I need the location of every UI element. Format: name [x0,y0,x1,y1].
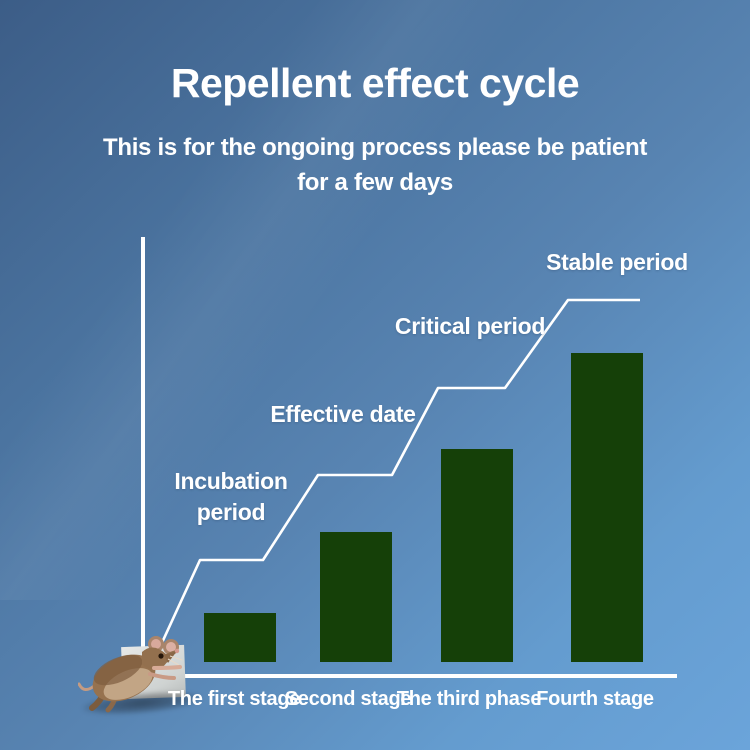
category-label-3: The third phase [396,688,542,710]
page-subtitle-line2: for a few days [297,169,453,196]
page-subtitle-line1: This is for the ongoing process please b… [102,134,648,161]
period-label-1: Incubation period [174,468,288,525]
category-label-2: Second stage [284,688,412,710]
mouse-head [142,647,177,670]
category-label-4: Fourth stage [536,688,654,710]
page-subtitle: This is for the ongoing process please b… [0,130,750,200]
mouse-image [78,636,183,713]
mouse-front-paw-2 [148,672,176,680]
category-label-1: The first stage [167,688,301,710]
y-axis-line [141,237,145,677]
bar-stage-2 [320,532,392,662]
mouse-snout [164,651,177,663]
mouse-eye [158,653,164,659]
mouse-nose [174,648,180,654]
bar-stage-3 [441,449,513,662]
period-label-3: Critical period [394,312,546,339]
step-polyline [141,298,640,685]
mouse-tail [78,682,96,691]
mouse-ear-right-inner [166,642,176,652]
x-axis-line [141,674,677,678]
period-label-4: Stable period [546,248,688,275]
mouse-whiskers [167,655,183,666]
period-label-2: Effective date [270,400,416,427]
mouse-front-paw [152,665,182,670]
bar-stage-1 [204,613,276,662]
mouse-ear-left-inner [151,639,161,649]
bar-stage-4 [571,353,643,662]
page-title: Repellent effect cycle [170,60,580,106]
mouse-back-fur [93,654,143,686]
